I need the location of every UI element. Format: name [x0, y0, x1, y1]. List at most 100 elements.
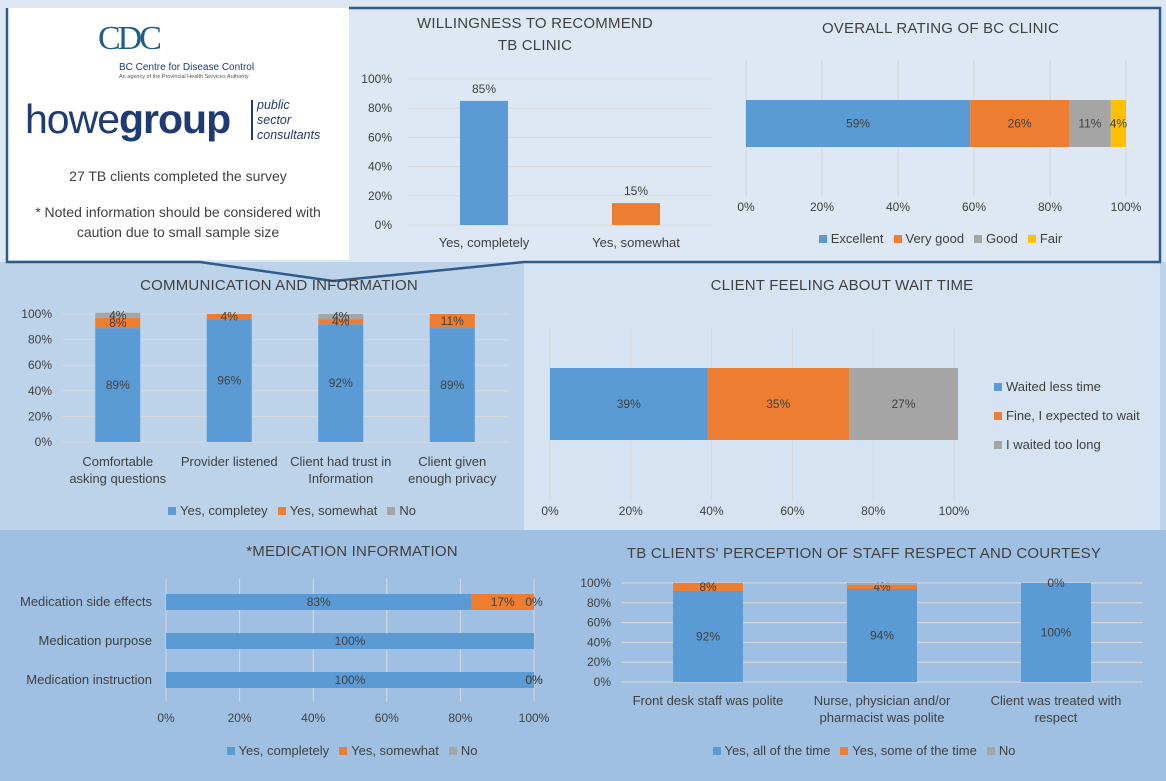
- respect-chart-panel: TB CLIENTS' PERCEPTION OF STAFF RESPECT …: [568, 531, 1160, 779]
- x-tick-label: Information: [308, 471, 373, 486]
- legend-label: Excellent: [830, 231, 884, 246]
- x-tick-label: 20%: [228, 711, 252, 725]
- cdc-subtitle: An agency of the Provincial Health Servi…: [119, 74, 249, 80]
- bar: [612, 203, 660, 225]
- data-label: 100%: [335, 673, 366, 687]
- communication-chart-panel: COMMUNICATION AND INFORMATION 0% 20% 40% 60…: [0, 263, 524, 529]
- data-label: 89%: [106, 378, 130, 392]
- bar-segment: [848, 368, 959, 440]
- legend-label: Yes, somewhat: [351, 743, 439, 758]
- bar-segment: [707, 368, 849, 440]
- overall-legend-item-2: Good: [974, 231, 1018, 246]
- bar-segment: [1110, 100, 1126, 147]
- y-tick-label: 40%: [368, 160, 392, 174]
- medication-legend-item-2: No: [448, 743, 477, 758]
- x-tick-label: enough privacy: [408, 471, 497, 486]
- y-tick-label: 20%: [368, 189, 392, 203]
- data-label: 92%: [696, 629, 720, 643]
- y-tick-label: 60%: [587, 616, 611, 630]
- x-tick-label: asking questions: [69, 471, 166, 486]
- bar-segment: [206, 314, 252, 320]
- y-tick-label: 60%: [28, 358, 52, 372]
- y-tick-label: Medication instruction: [26, 672, 152, 687]
- x-tick-label: 20%: [810, 200, 834, 214]
- howe-tagline-1: public: [257, 98, 290, 112]
- howe-tagline-3: consultants: [257, 128, 321, 142]
- data-label: 35%: [766, 397, 790, 411]
- x-tick-label: Nurse, physician and/or: [814, 693, 951, 708]
- data-label: 15%: [624, 184, 648, 198]
- bar-segment: [318, 314, 364, 320]
- legend-swatch: [994, 411, 1002, 420]
- overall-legend-item-0: Excellent: [818, 231, 884, 246]
- medication-legend-item-0: Yes, completely: [226, 743, 329, 758]
- overall-chart: 0% 20% 40% 60% 80% 100% 59% 26% 11% 4%: [737, 60, 1142, 214]
- x-tick-label: 40%: [700, 504, 724, 518]
- x-tick-label: pharmacist was polite: [820, 710, 945, 725]
- waittime-legend-item-0: Waited less time: [994, 379, 1140, 394]
- data-label: 4%: [109, 308, 127, 322]
- bar-segment: [970, 100, 1069, 147]
- bar-segment: [166, 594, 472, 610]
- bar-segment: [166, 672, 534, 688]
- data-label: 85%: [472, 82, 496, 96]
- legend-label: I waited too long: [1006, 437, 1101, 452]
- x-tick-label: 100%: [519, 711, 550, 725]
- y-tick-label: 20%: [28, 409, 52, 423]
- bar-segment: [166, 633, 534, 649]
- respondents-note: 27 TB clients completed the survey: [69, 168, 287, 184]
- medication-chart-panel: *MEDICATION INFORMATION 0% 20% 40% 60% 80% 10…: [0, 531, 568, 779]
- data-label: 100%: [335, 634, 366, 648]
- bar-segment: [206, 319, 252, 442]
- bar-segment: [95, 317, 141, 329]
- data-label: 27%: [891, 397, 915, 411]
- bar-segment: [95, 312, 141, 318]
- recommend-title-2: TB CLINIC: [497, 37, 573, 54]
- bar-segment: [429, 314, 475, 329]
- communication-chart: 0%20%40%60%80%100%89%8%4%Comfortableaski…: [21, 307, 508, 486]
- data-label: 8%: [109, 316, 127, 330]
- x-tick-label: 60%: [375, 711, 399, 725]
- legend-swatch: [840, 746, 849, 755]
- waittime-legend: Waited less time Fine, I expected to wait…: [994, 379, 1140, 466]
- howegroup-logo: howegroup public sector consultants: [17, 92, 339, 152]
- legend-label: Fine, I expected to wait: [1006, 408, 1140, 423]
- legend-swatch: [712, 746, 721, 755]
- data-label: 89%: [440, 378, 464, 392]
- legend-swatch: [277, 506, 286, 515]
- y-tick-label: 100%: [21, 307, 52, 321]
- data-label: 26%: [1008, 117, 1032, 131]
- bar-segment: [95, 328, 141, 442]
- medication-legend: Yes, completely Yes, somewhat No: [0, 743, 568, 758]
- data-label: 11%: [1078, 117, 1101, 131]
- legend-label: Fair: [1039, 231, 1063, 246]
- waittime-chart: 0% 20% 40% 60% 80% 100% 39% 35% 27%: [541, 328, 970, 518]
- overall-legend-item-1: Very good: [893, 231, 964, 246]
- waittime-chart-panel: CLIENT FEELING ABOUT WAIT TIME 0% 20% 40% 6…: [524, 263, 1160, 529]
- data-label: 96%: [217, 374, 241, 388]
- data-label: 4%: [221, 310, 239, 324]
- caution-note: * Noted information should be considered…: [35, 204, 321, 240]
- legend-label: Yes, completey: [180, 503, 268, 518]
- y-tick-label: 0%: [375, 218, 393, 232]
- bar-segment: [429, 328, 475, 442]
- legend-swatch: [1027, 234, 1036, 243]
- x-tick-label: Client was treated with: [991, 693, 1122, 708]
- respect-legend-item-1: Yes, some of the time: [840, 743, 977, 758]
- legend-label: Good: [986, 231, 1018, 246]
- recommend-chart: 0% 20% 40% 60% 80% 100% 85% Yes, completely 15% Y…: [361, 72, 712, 250]
- x-tick-label: Comfortable: [82, 454, 153, 469]
- bar-segment: [1069, 100, 1111, 147]
- overall-legend-item-3: Fair: [1027, 231, 1063, 246]
- x-tick-label: 80%: [1038, 200, 1062, 214]
- x-tick-label: respect: [1035, 710, 1078, 725]
- bar-segment: [1021, 583, 1091, 682]
- bar-segment: [847, 584, 917, 589]
- data-label: 0%: [525, 673, 543, 687]
- howe-tagline-2: sector: [257, 113, 292, 127]
- data-label: 4%: [332, 310, 350, 324]
- x-tick-label: 60%: [780, 504, 804, 518]
- x-tick-label: Client had trust in: [290, 454, 391, 469]
- waittime-title: CLIENT FEELING ABOUT WAIT TIME: [710, 277, 974, 294]
- legend-label: Yes, somewhat: [289, 503, 378, 518]
